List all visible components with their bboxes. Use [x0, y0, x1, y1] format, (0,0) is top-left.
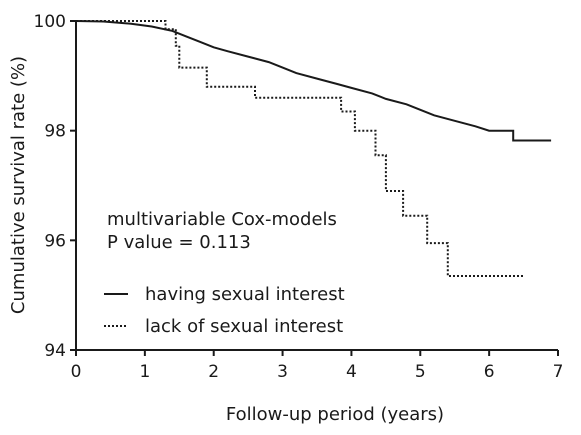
- x-tick-label: 7: [553, 362, 564, 382]
- series-line-lack-interest: [76, 20, 524, 277]
- y-tick-label: 98: [44, 122, 66, 142]
- legend-label-having-interest: having sexual interest: [145, 284, 345, 305]
- plot-lines: [75, 20, 552, 277]
- x-tick-label: 6: [484, 362, 495, 382]
- x-tick-label: 3: [277, 362, 288, 382]
- x-axis-title: Follow-up period (years): [226, 404, 444, 425]
- series-line-having-interest: [75, 20, 552, 142]
- x-tick-label: 0: [71, 362, 82, 382]
- x-tick-label: 5: [415, 362, 426, 382]
- legend-label-lack-interest: lack of sexual interest: [145, 316, 343, 337]
- y-ticks: 94 96 98 100: [34, 12, 76, 361]
- annotation-model: multivariable Cox-models: [107, 209, 337, 230]
- y-tick-label: 100: [34, 12, 66, 32]
- legend: having sexual interest lack of sexual in…: [104, 284, 345, 337]
- y-tick-label: 96: [44, 231, 66, 251]
- x-tick-label: 1: [139, 362, 150, 382]
- y-axis-title: Cumulative survival rate (%): [8, 56, 29, 314]
- annotation-p-value: P value = 0.113: [107, 232, 251, 253]
- y-tick-label: 94: [44, 341, 66, 361]
- x-tick-label: 4: [346, 362, 357, 382]
- x-ticks: 0 1 2 3 4 5 6 7: [71, 350, 564, 382]
- x-tick-label: 2: [208, 362, 219, 382]
